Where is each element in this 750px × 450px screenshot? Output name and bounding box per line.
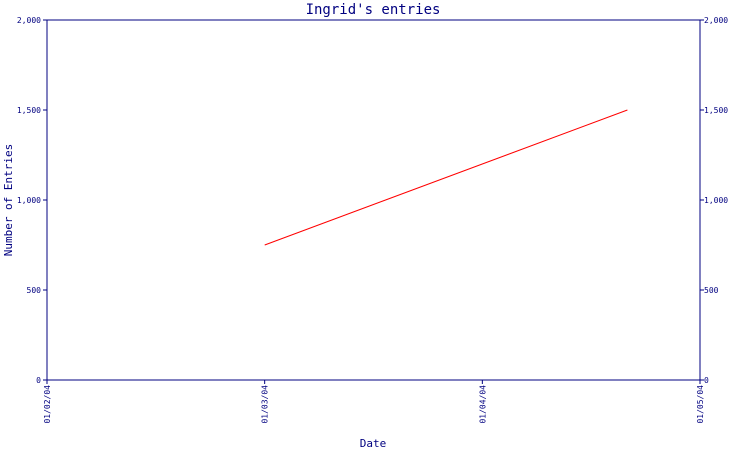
plot-area — [46, 19, 701, 381]
x-axis-label: Date — [360, 437, 387, 450]
y-tick-label-left: 0 — [36, 376, 41, 385]
y-tick-label-left: 2,000 — [17, 16, 41, 25]
y-tick-label-right: 0 — [704, 376, 709, 385]
x-tick-label: 01/02/04 — [43, 385, 52, 424]
y-axis-label: Number of Entries — [2, 144, 15, 257]
x-tick-label: 01/03/04 — [261, 385, 270, 424]
y-tick-label-right: 1,500 — [704, 106, 728, 115]
chart-title: Ingrid's entries — [306, 2, 441, 18]
y-tick-label-left: 500 — [27, 286, 42, 295]
y-tick-label-left: 1,000 — [17, 196, 41, 205]
x-tick-label: 01/04/04 — [478, 385, 487, 424]
y-tick-label-right: 2,000 — [704, 16, 728, 25]
y-tick-label-right: 1,000 — [704, 196, 728, 205]
y-tick-label-right: 500 — [704, 286, 719, 295]
x-tick-label: 01/05/04 — [696, 385, 705, 424]
series-line — [264, 109, 628, 246]
y-tick-label-left: 1,500 — [17, 106, 41, 115]
